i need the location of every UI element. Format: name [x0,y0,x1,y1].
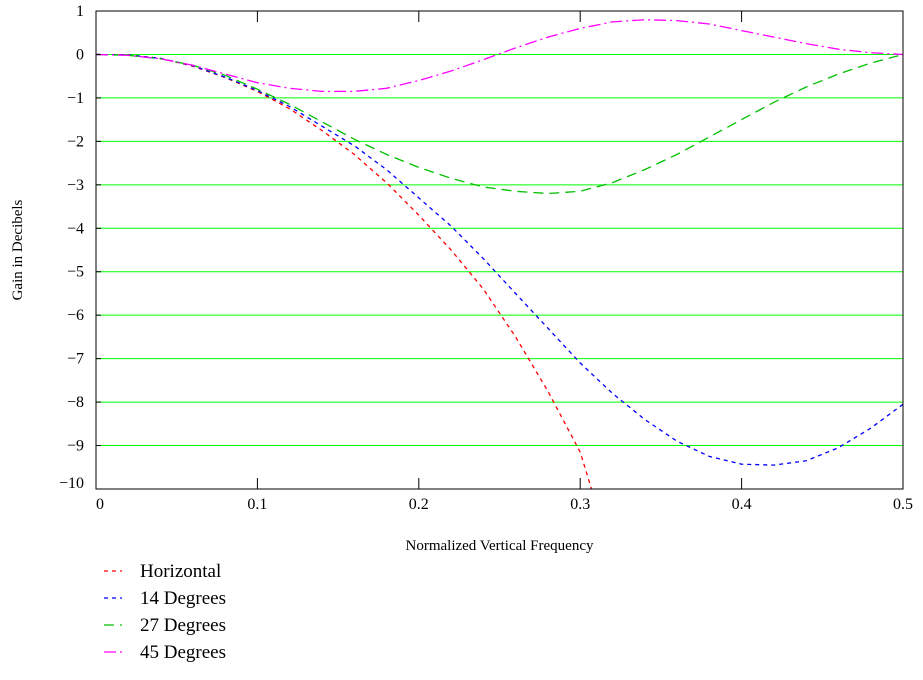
y-tick-label: −2 [67,133,84,150]
x-axis-label: Normalized Vertical Frequency [406,538,594,554]
y-tick-label: −6 [67,307,84,324]
y-tick-label: −4 [67,220,84,237]
series-line-45-degrees [95,19,904,93]
horizontal-gridlines [96,53,903,447]
axis-ticks [95,10,904,490]
x-tick-label: 0 [96,496,104,513]
legend: Horizontal 14 Degrees 27 Degrees 45 Degrees [104,561,226,663]
x-tick-label: 0.2 [409,496,429,513]
legend-label: 27 Degrees [140,615,226,636]
x-tick-label: 0.4 [732,496,752,513]
y-tick-label: −1 [67,90,84,107]
y-tick-label: −10 [59,475,84,492]
y-tick-label: −7 [67,351,84,368]
series-line-14-degrees [95,53,904,466]
x-tick-label: 0.5 [893,496,913,513]
y-tick-label: −5 [67,264,84,281]
tick-labels: 0 0.1 0.2 0.3 0.4 0.5 1 0 −1 −2 −3 −4 −5 −6 −7 −8 −9 −10 [59,3,913,513]
plot-frame [95,10,904,490]
series-line-27-degrees [95,53,904,195]
y-tick-label: −9 [67,438,84,455]
legend-label: 14 Degrees [140,588,226,609]
y-tick-label: −8 [67,394,84,411]
x-tick-label: 0.1 [247,496,267,513]
legend-label: 45 Degrees [140,642,226,663]
y-axis-label: Gain in Decibels [10,199,26,300]
series-lines [95,19,904,490]
series-line-horizontal [95,53,593,490]
y-tick-label: 0 [76,46,84,63]
y-tick-label: 1 [76,3,84,20]
y-tick-label: −3 [67,177,84,194]
x-tick-label: 0.3 [570,496,590,513]
legend-label: Horizontal [140,561,221,582]
